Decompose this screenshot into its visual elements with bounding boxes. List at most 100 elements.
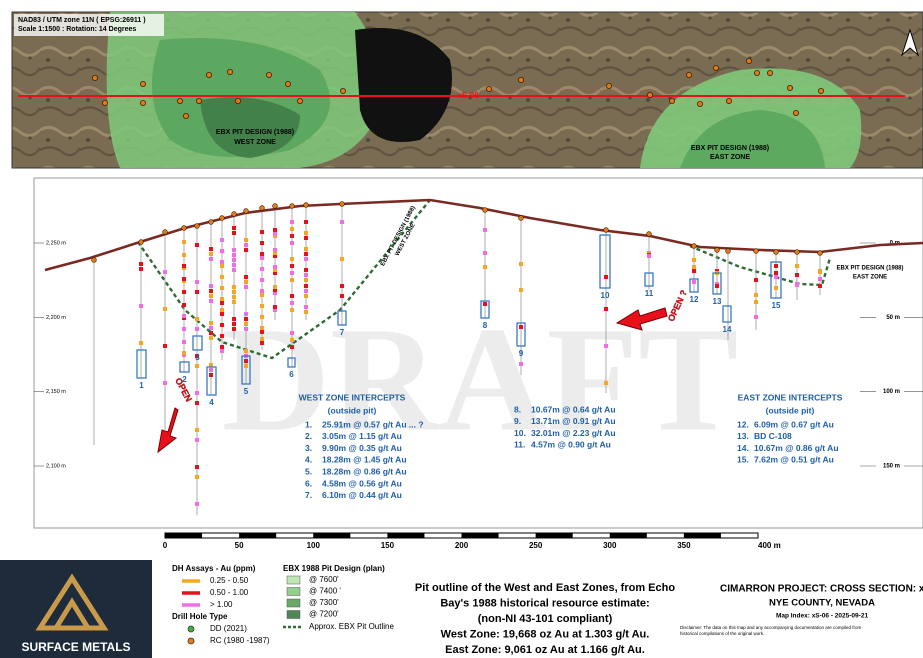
assay-interval bbox=[304, 278, 308, 282]
intercept-title: EAST ZONE INTERCEPTS bbox=[738, 392, 843, 402]
collar bbox=[162, 229, 168, 235]
assay-interval bbox=[604, 381, 608, 385]
drill-collar bbox=[92, 75, 99, 82]
scale-tick-label: 300 bbox=[603, 541, 617, 550]
assay-interval bbox=[715, 284, 719, 288]
legend-label: DD (2021) bbox=[210, 624, 247, 633]
assay-interval bbox=[483, 302, 487, 306]
collar bbox=[91, 257, 97, 263]
assay-interval bbox=[290, 227, 294, 231]
intercept-box bbox=[712, 272, 722, 295]
hole-label: 11 bbox=[645, 289, 654, 298]
assay-interval bbox=[692, 269, 696, 273]
assay-interval bbox=[220, 297, 224, 301]
assay-interval bbox=[232, 317, 236, 321]
assay-interval bbox=[774, 286, 778, 290]
assay-interval bbox=[209, 336, 213, 340]
assay-interval bbox=[195, 280, 199, 284]
assay-interval bbox=[163, 381, 167, 385]
logo-text: SURFACE METALS bbox=[21, 640, 130, 654]
open-pit-void bbox=[355, 28, 452, 142]
assay-interval bbox=[754, 300, 758, 304]
intercept-box bbox=[516, 322, 526, 347]
scale-tick-label: 50 bbox=[235, 541, 244, 550]
plan-map: NAD83 / UTM zone 11N ( EPSG:26911 ) Scal… bbox=[11, 11, 923, 169]
assay-interval bbox=[232, 285, 236, 289]
intercept-box bbox=[287, 357, 296, 368]
hole-label: 7 bbox=[340, 328, 345, 337]
assay-interval bbox=[220, 334, 224, 338]
collar bbox=[603, 227, 609, 233]
intercept-box bbox=[136, 349, 147, 379]
assay-interval bbox=[273, 254, 277, 258]
assay-interval bbox=[273, 228, 277, 232]
assay-interval bbox=[340, 220, 344, 224]
intercept-box bbox=[206, 366, 217, 396]
hole-label: 8 bbox=[483, 321, 488, 330]
depth-label-bg bbox=[876, 386, 904, 397]
north-arrow bbox=[900, 28, 920, 57]
hole-label: 6 bbox=[289, 370, 294, 379]
collar bbox=[482, 207, 488, 213]
collar bbox=[303, 202, 309, 208]
hole-label: 4 bbox=[209, 398, 214, 407]
depth-label-bg bbox=[876, 238, 904, 248]
assay-interval bbox=[260, 278, 264, 282]
drill-collar bbox=[234, 98, 241, 105]
assay-interval bbox=[818, 277, 822, 281]
drill-collar bbox=[713, 65, 720, 72]
collar bbox=[208, 219, 214, 225]
legend-swatch bbox=[187, 637, 195, 645]
assay-interval bbox=[182, 340, 186, 344]
assay-interval bbox=[304, 247, 308, 251]
assay-interval bbox=[304, 231, 308, 235]
legend-title: DH Assays - Au (ppm) bbox=[172, 564, 256, 573]
collar bbox=[138, 239, 144, 245]
intercept-text: 4.58m @ 0.56 g/t Au bbox=[322, 478, 402, 488]
intercept-text: 10.67m @ 0.64 g/t Au bbox=[531, 404, 616, 414]
assay-interval bbox=[209, 252, 213, 256]
summary-line: East Zone: 9,061 oz Au at 1.166 g/t Au. bbox=[445, 644, 645, 656]
pit-7300-west bbox=[200, 97, 300, 158]
summary-line: (non-NI 43-101 compliant) bbox=[478, 613, 613, 625]
legend-title: EBX 1988 Pit Design (plan) bbox=[283, 564, 385, 573]
intercept-box bbox=[480, 300, 490, 319]
assay-interval bbox=[290, 271, 294, 275]
assay-interval bbox=[273, 308, 277, 312]
assay-interval bbox=[260, 315, 264, 319]
assay-interval bbox=[604, 307, 608, 311]
assay-interval bbox=[273, 268, 277, 272]
assay-interval bbox=[232, 322, 236, 326]
assay-interval bbox=[340, 294, 344, 298]
collar bbox=[181, 225, 187, 231]
assay-interval bbox=[604, 344, 608, 348]
elevation-label: 2,250 m bbox=[46, 240, 66, 246]
assay-interval bbox=[244, 275, 248, 279]
assay-interval bbox=[260, 337, 264, 341]
scale-bar-segment bbox=[313, 533, 351, 538]
drill-collar bbox=[205, 72, 212, 79]
intercept-box bbox=[689, 278, 699, 293]
collar bbox=[794, 249, 800, 255]
assay-interval bbox=[304, 284, 308, 288]
legend-label: 0.50 - 1.00 bbox=[210, 588, 249, 597]
project-title: CIMARRON PROJECT: CROSS SECTION: xS-06 bbox=[720, 584, 923, 595]
collar bbox=[691, 243, 697, 249]
assay-interval bbox=[195, 428, 199, 432]
assay-interval bbox=[220, 312, 224, 316]
assay-interval bbox=[273, 265, 277, 269]
hole-label: 2 bbox=[182, 375, 187, 384]
intercept-text: 10.67m @ 0.86 g/t Au bbox=[754, 443, 839, 453]
assay-interval bbox=[273, 271, 277, 275]
hole-label: 5 bbox=[244, 387, 249, 396]
assay-interval bbox=[244, 280, 248, 284]
intercept-number: 1. bbox=[305, 419, 312, 429]
intercept-text: 9.90m @ 0.35 g/t Au bbox=[322, 443, 402, 453]
assay-interval bbox=[273, 251, 277, 255]
drill-collar bbox=[686, 72, 693, 79]
assay-interval bbox=[304, 236, 308, 240]
scale-tick-label: 200 bbox=[455, 541, 469, 550]
assay-interval bbox=[260, 304, 264, 308]
intercept-subtitle: (outside pit) bbox=[766, 405, 815, 415]
collar bbox=[259, 205, 265, 211]
